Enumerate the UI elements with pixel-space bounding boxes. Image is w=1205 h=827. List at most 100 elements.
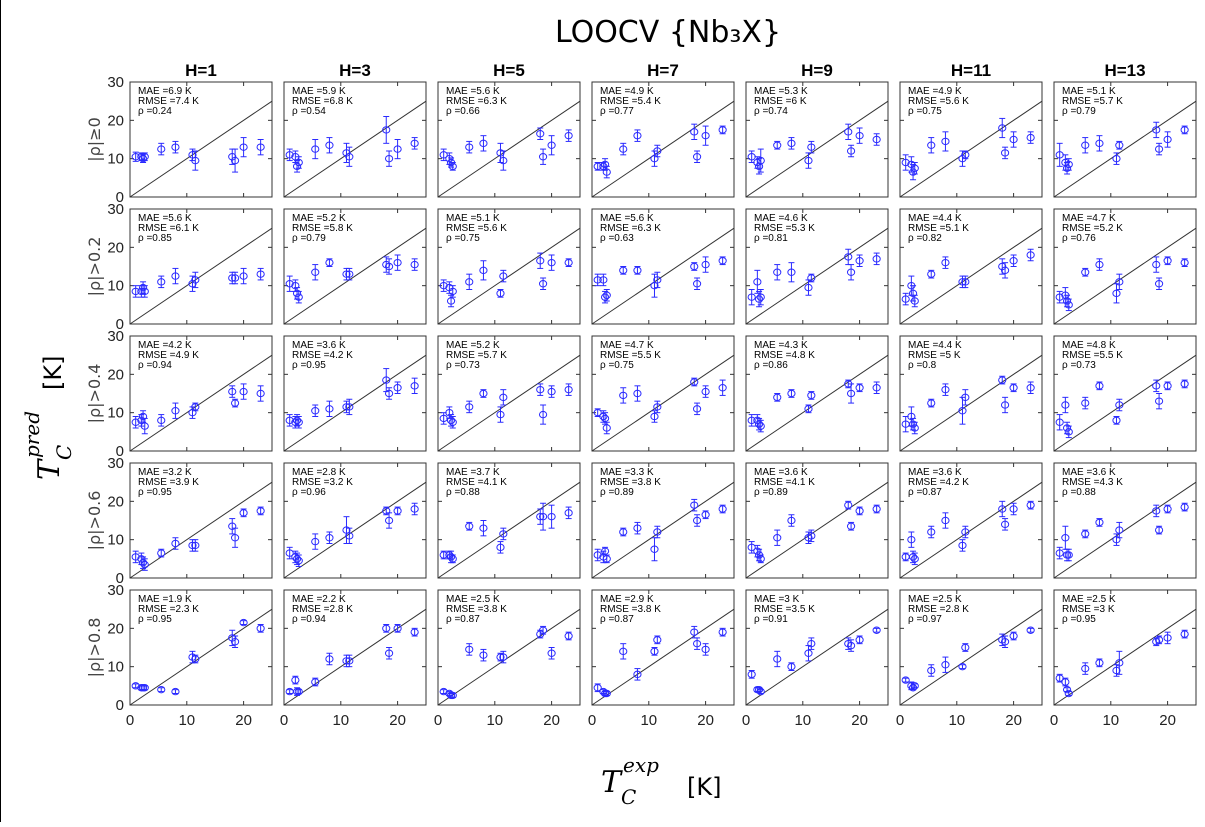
marker	[230, 638, 240, 646]
marker	[650, 412, 659, 421]
data-point	[499, 527, 508, 541]
y-tick-label: 10	[107, 405, 124, 422]
rho-label: ρ =0.75	[446, 233, 480, 244]
data-point	[1115, 521, 1124, 539]
marker	[599, 412, 608, 421]
marker	[410, 139, 419, 148]
rho-label: ρ =0.87	[908, 487, 942, 498]
row-label: |ρ|≥0	[85, 117, 104, 162]
marker	[256, 507, 265, 515]
data-point	[239, 618, 248, 627]
data-point	[496, 289, 505, 298]
marker	[619, 145, 628, 153]
panel-frame	[437, 81, 581, 198]
rho-label: ρ =0.88	[446, 487, 480, 498]
marker	[1112, 416, 1121, 425]
rho-label: ρ =0.63	[600, 233, 634, 244]
marker	[927, 141, 936, 149]
panel-frame	[283, 462, 427, 579]
marker	[382, 507, 391, 515]
marker	[653, 636, 662, 644]
marker	[410, 260, 419, 269]
data-point	[131, 151, 140, 162]
y-tick-label: 30	[107, 201, 124, 218]
marker	[479, 266, 488, 275]
x-axis-label-main: T	[601, 765, 623, 800]
x-tick-label: 20	[851, 712, 868, 729]
marker	[807, 532, 816, 540]
marker	[633, 389, 642, 398]
mae-label: MAE =4.7 K	[1062, 213, 1116, 224]
panel-frame	[437, 335, 581, 452]
marker	[927, 270, 936, 278]
data-point	[157, 414, 166, 427]
marker	[855, 257, 864, 265]
marker	[131, 553, 140, 561]
panel-frame	[899, 462, 1043, 579]
rmse-label: RMSE =5.6 K	[446, 223, 507, 234]
data-point	[499, 650, 508, 664]
marker	[1152, 126, 1161, 134]
marker	[1026, 251, 1035, 259]
panel-frame	[129, 589, 273, 706]
marker	[157, 278, 166, 286]
data-point	[1055, 142, 1064, 167]
data-point	[718, 504, 727, 514]
rho-label: ρ =0.73	[1062, 360, 1096, 371]
data-point	[499, 269, 508, 283]
x-tick-label: 20	[1159, 712, 1176, 729]
data-point	[747, 414, 756, 427]
marker	[292, 416, 302, 425]
data-point	[787, 137, 796, 150]
marker	[872, 135, 881, 144]
mae-label: MAE =5.2 K	[446, 340, 500, 351]
data-point	[690, 625, 699, 639]
marker	[538, 626, 548, 634]
data-point	[910, 421, 919, 435]
mae-label: MAE =4.7 K	[600, 340, 654, 351]
y-tick-label: 10	[107, 659, 124, 676]
marker	[382, 376, 391, 384]
marker	[188, 280, 197, 288]
data-point	[855, 635, 864, 645]
identity-line	[1053, 354, 1197, 452]
x-tick-label: 20	[697, 712, 714, 729]
data-point	[439, 279, 448, 292]
data-point	[633, 385, 642, 402]
data-point	[844, 248, 853, 266]
rho-label: ρ =0.96	[292, 487, 326, 498]
marker	[927, 666, 936, 675]
rho-label: ρ =0.95	[292, 360, 326, 371]
marker	[384, 262, 394, 271]
marker	[1163, 634, 1172, 642]
data-point	[855, 506, 864, 516]
data-point	[564, 506, 573, 520]
marker	[294, 557, 303, 565]
rho-label: ρ =0.88	[1062, 487, 1096, 498]
marker	[901, 676, 910, 684]
marker	[855, 507, 864, 515]
marker	[787, 389, 796, 398]
rho-label: ρ =0.82	[908, 233, 942, 244]
rho-label: ρ =0.74	[754, 106, 788, 117]
panel-frame	[283, 81, 427, 198]
marker	[872, 384, 881, 392]
panel-frame	[129, 462, 273, 579]
marker	[747, 293, 756, 301]
marker	[1064, 301, 1073, 309]
marker	[410, 628, 419, 636]
data-point	[171, 140, 180, 154]
data-point	[393, 506, 402, 516]
marker	[538, 280, 548, 288]
data-point	[701, 125, 710, 146]
data-point	[239, 267, 248, 285]
marker	[747, 670, 756, 679]
marker	[690, 501, 699, 509]
panel-frame	[129, 81, 273, 198]
data-point	[538, 625, 548, 635]
